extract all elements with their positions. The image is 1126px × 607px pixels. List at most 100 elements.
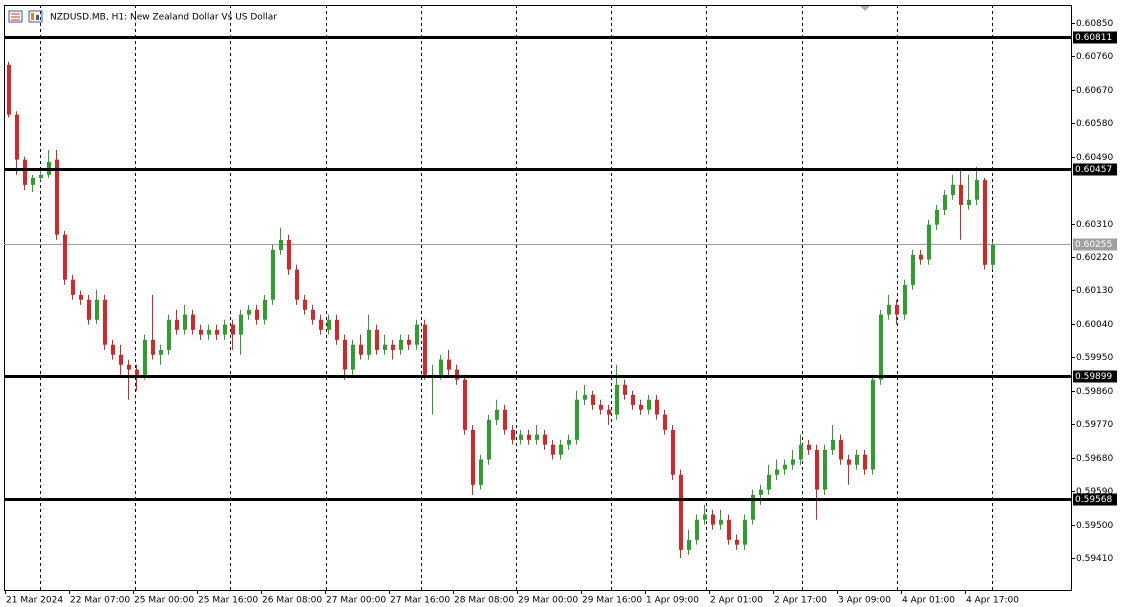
candle-body <box>703 514 707 520</box>
candle-body <box>967 199 971 205</box>
candle-body <box>511 429 515 440</box>
level-label: 0.60811 <box>1075 33 1112 43</box>
candle-body <box>799 444 803 460</box>
candle-body <box>359 344 363 355</box>
candle-body <box>767 474 771 490</box>
candle-body <box>151 339 155 355</box>
x-tick-label: 21 Mar 2024 <box>6 596 63 606</box>
y-tick-label: 0.60760 <box>1076 52 1113 62</box>
x-tick-label: 4 Apr 01:00 <box>902 596 955 606</box>
candle-body <box>975 180 979 200</box>
x-tick-label: 3 Apr 09:00 <box>838 596 891 606</box>
level-box <box>1073 31 1117 44</box>
candle-body <box>415 324 419 345</box>
candle-body <box>735 539 739 545</box>
candle-body <box>815 449 819 490</box>
candle-body <box>647 399 651 410</box>
candle-body <box>215 329 219 335</box>
candle-body <box>607 409 611 415</box>
y-tick-label: 0.60850 <box>1076 19 1113 29</box>
candle-body <box>111 344 115 355</box>
candle-body <box>503 409 507 430</box>
candle-body <box>295 269 299 300</box>
y-tick-label: 0.59950 <box>1076 353 1113 363</box>
candle-body <box>983 180 987 265</box>
candle-body <box>135 369 139 375</box>
y-tick-label: 0.59770 <box>1076 420 1113 430</box>
candle-body <box>287 239 291 270</box>
candle-body <box>527 434 531 440</box>
candle-body <box>695 519 699 540</box>
candle-body <box>743 519 747 545</box>
level-label: 0.59899 <box>1075 372 1112 382</box>
level-label: 0.60457 <box>1075 165 1112 175</box>
candle-body <box>671 429 675 475</box>
candle-body <box>751 494 755 520</box>
y-tick-label: 0.60310 <box>1076 220 1113 230</box>
candle-body <box>959 184 963 205</box>
icon[interactable] <box>28 10 43 23</box>
candle-body <box>303 299 307 310</box>
icon-bar <box>31 13 34 20</box>
candle-body <box>79 294 83 300</box>
candle-body <box>927 224 931 260</box>
candle-body <box>447 359 451 370</box>
candle-body <box>775 469 779 475</box>
candle-body <box>87 299 91 320</box>
candle-body <box>615 384 619 415</box>
candle-body <box>255 309 259 320</box>
candle-body <box>583 394 587 400</box>
x-tick-label: 27 Mar 16:00 <box>390 596 450 606</box>
candle-body <box>175 319 179 330</box>
candle-body <box>31 177 35 185</box>
candle-body <box>399 339 403 350</box>
candle-body <box>439 359 443 375</box>
candle-body <box>239 314 243 335</box>
candle-body <box>487 419 491 460</box>
candle-body <box>591 394 595 405</box>
x-tick-label: 2 Apr 17:00 <box>774 596 827 606</box>
candle-body <box>543 434 547 445</box>
y-tick-label: 0.59500 <box>1076 521 1113 531</box>
candle-body <box>639 404 643 410</box>
candle-body <box>143 339 147 375</box>
candle-body <box>943 194 947 210</box>
candle-body <box>863 454 867 470</box>
candle-body <box>551 444 555 455</box>
y-tick-label: 0.59860 <box>1076 387 1113 397</box>
candle-body <box>919 254 923 260</box>
candle-body <box>55 159 59 235</box>
candle-body <box>407 339 411 345</box>
y-tick-label: 0.60130 <box>1076 286 1113 296</box>
candle-body <box>63 234 67 280</box>
x-tick-label: 1 Apr 09:00 <box>646 596 699 606</box>
y-tick-label: 0.59410 <box>1076 554 1113 564</box>
chart-title: NZDUSD.MB, H1: New Zealand Dollar Vs US … <box>50 13 277 23</box>
candle-body <box>103 299 107 345</box>
candle-body <box>127 364 131 370</box>
candle-body <box>383 344 387 350</box>
candle-body <box>911 254 915 285</box>
candle-body <box>559 444 563 455</box>
candle-body <box>655 399 659 415</box>
candle-body <box>7 64 11 115</box>
last-price-label: 0.60255 <box>1075 240 1112 250</box>
candle-body <box>15 114 19 160</box>
candle-body <box>119 354 123 365</box>
scroll-marker <box>860 6 870 11</box>
last-price-box <box>1073 238 1117 251</box>
candle-body <box>471 429 475 485</box>
candle-body <box>311 309 315 320</box>
y-tick-label: 0.60490 <box>1076 153 1113 163</box>
candle-body <box>935 209 939 225</box>
candle-body <box>887 304 891 315</box>
level-box <box>1073 163 1117 176</box>
candle-body <box>807 444 811 450</box>
candle-body <box>167 319 171 350</box>
candle-body <box>839 439 843 460</box>
candle-body <box>183 314 187 330</box>
candle-body <box>191 314 195 330</box>
candle-body <box>823 449 827 490</box>
candle-body <box>727 519 731 540</box>
candle-body <box>263 299 267 320</box>
